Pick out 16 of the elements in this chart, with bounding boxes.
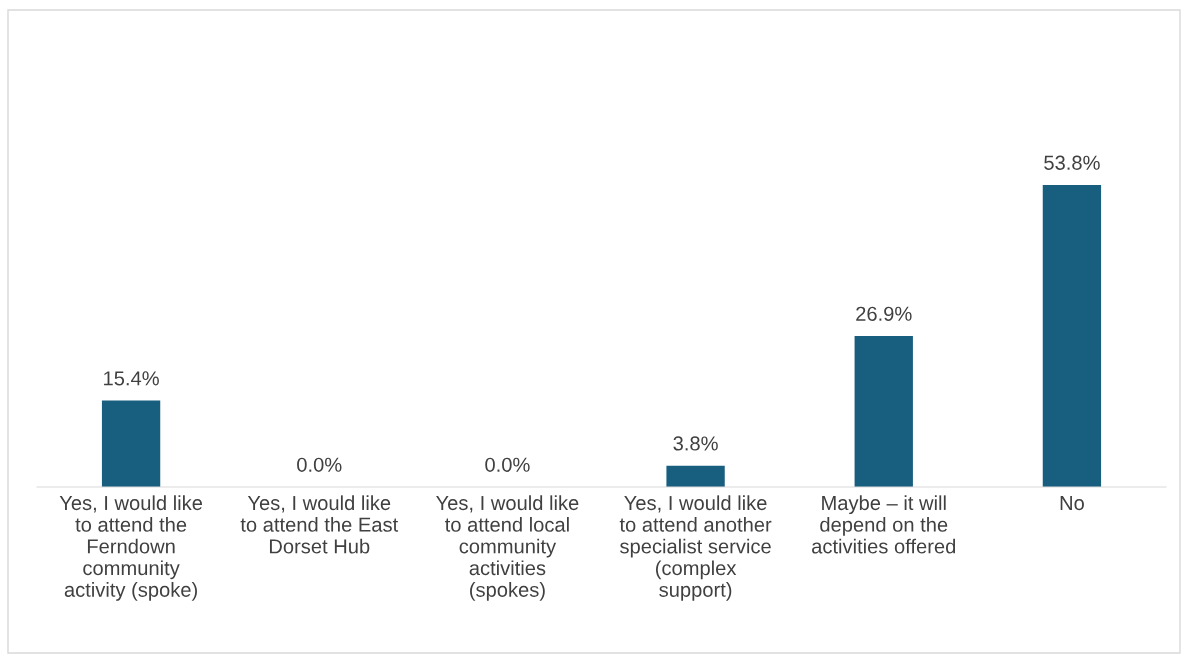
- bar: [1042, 184, 1102, 487]
- data-label: 53.8%: [1044, 155, 1100, 170]
- bar: [666, 465, 725, 487]
- data-label: 3.8%: [673, 436, 718, 451]
- x-tick-label: No: [1060, 496, 1084, 511]
- data-label: 26.9%: [856, 306, 912, 321]
- data-label: 15.4%: [104, 371, 159, 386]
- x-tick-label: Yes, I would like to attend local community activities (spokes): [436, 495, 579, 601]
- x-tick-label: Yes, I would like to attend the East Dorset Hub: [240, 495, 399, 554]
- x-tick-label: Yes, I would like to attend the Ferndown community activity (spoke): [59, 495, 203, 601]
- x-tick-label: Yes, I would like to attend another specialist service (complex support): [619, 495, 772, 601]
- data-label: 0.0%: [297, 457, 342, 472]
- data-label: 0.0%: [485, 457, 530, 472]
- x-tick-label: Maybe – it will depend on the activities offered: [812, 495, 956, 554]
- bar: [101, 400, 161, 487]
- bar: [854, 335, 913, 487]
